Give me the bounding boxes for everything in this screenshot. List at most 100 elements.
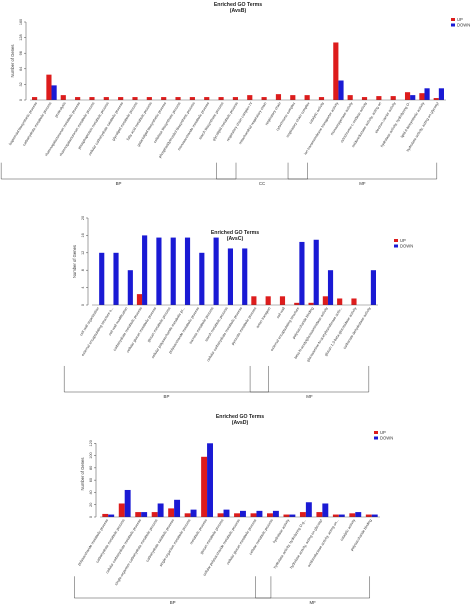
y-tick-label: 40 <box>89 490 93 494</box>
chart-title: Enriched GO Terms <box>214 2 262 8</box>
bar-up <box>218 97 224 100</box>
legend-label-up: UP <box>400 238 406 243</box>
bar-down <box>338 80 344 100</box>
legend-swatch-down <box>451 23 455 27</box>
bar-down <box>338 514 345 517</box>
bar-down <box>207 443 213 517</box>
category-label: cellular glucan metabolic process <box>226 518 258 565</box>
category-label: cell wall <box>276 306 286 319</box>
bar-up <box>75 97 81 100</box>
bar-up <box>404 92 411 100</box>
group-bracket <box>74 576 272 599</box>
y-tick-label: 60 <box>89 478 93 482</box>
category-label: metabolic process <box>189 518 208 545</box>
bar-down <box>424 88 430 100</box>
bar-down <box>199 252 205 305</box>
category-label: respiratory chain complex IV <box>226 101 254 142</box>
group-bracket <box>287 162 438 180</box>
bar-up <box>102 513 109 517</box>
category-label: cytochrome-c oxidase activity <box>340 101 368 143</box>
bar-up <box>146 97 152 100</box>
bar-up <box>433 98 439 100</box>
bar-up <box>132 97 138 100</box>
bar-up <box>265 296 271 305</box>
y-tick-label: 20 <box>89 503 93 507</box>
bar-up <box>308 302 314 305</box>
bar-up <box>46 74 52 100</box>
bar-down <box>305 502 312 517</box>
bar-down <box>124 489 131 517</box>
chart-subtitle: (AvsC) <box>227 236 244 242</box>
category-label: cellulose biosynthetic process <box>153 101 182 144</box>
bar-up <box>151 512 158 517</box>
bar-up <box>322 296 328 305</box>
category-label: glycolipid metabolic process <box>212 101 239 141</box>
chart-subtitle: (AvsB) <box>230 8 247 14</box>
category-label: external encapsulating structure <box>270 306 300 351</box>
bar-up <box>390 96 396 100</box>
bar-down <box>322 503 329 517</box>
bar-up <box>118 503 125 517</box>
bar-down <box>51 85 57 100</box>
bar-down <box>242 248 248 305</box>
bar-down <box>227 248 233 305</box>
bar-up <box>60 95 66 100</box>
bar-up <box>318 97 325 100</box>
category-label: hydrolase activity, acting on glycosyl <box>289 518 323 569</box>
category-label: anion transport <box>255 306 271 328</box>
bar-up <box>168 508 175 517</box>
bar-down <box>99 252 105 305</box>
bar-down <box>184 237 191 305</box>
y-tick-label: 20 <box>81 216 85 220</box>
group-bracket <box>0 162 237 180</box>
group-label: BP <box>116 181 122 186</box>
bar-up <box>161 97 167 100</box>
legend-label-up: UP <box>380 430 386 435</box>
legend-label-down: DOWN <box>380 436 393 441</box>
category-label: fatty acid metabolic process <box>126 101 153 141</box>
category-label: single-organism metabolic process <box>159 518 192 567</box>
category-label: isoprenoid biosynthetic process <box>8 101 38 146</box>
y-axis-label: Number of Genes <box>80 457 85 490</box>
bar-up <box>299 512 306 517</box>
bar-up <box>283 514 290 517</box>
bar-down <box>141 512 148 517</box>
y-tick-label: 16 <box>81 233 85 237</box>
bar-up <box>304 95 310 100</box>
legend-label-down: DOWN <box>400 244 413 249</box>
legend-swatch-up <box>374 431 378 434</box>
bar-up <box>333 42 339 100</box>
chart-title: Enriched GO Terms <box>211 230 259 236</box>
bar-up <box>290 95 296 100</box>
category-label: hydrolase activity <box>272 518 290 544</box>
bar-up <box>232 97 238 100</box>
group-label: CC <box>259 181 265 186</box>
category-label: carbohydrate metabolic process <box>95 518 125 563</box>
bar-up <box>261 97 267 100</box>
bar-down <box>223 509 230 517</box>
bar-up <box>337 298 343 305</box>
legend-swatch-up <box>394 239 398 242</box>
bar-up <box>332 514 339 517</box>
bar-up <box>279 296 286 305</box>
y-tick-label: 8 <box>81 269 85 271</box>
legend-swatch-down <box>394 244 398 248</box>
bar-up <box>247 95 253 100</box>
bar-down <box>113 252 119 305</box>
y-tick-label: 120 <box>89 440 93 446</box>
bar-up <box>136 294 143 305</box>
bar-down <box>355 512 362 517</box>
category-label: pyruvate metabolic process <box>231 306 258 345</box>
category-label: polysaccharide metabolic process <box>77 518 109 566</box>
legend-swatch-up <box>451 18 455 21</box>
group-label: MF <box>309 600 316 605</box>
chart-title: Enriched GO Terms <box>216 414 264 420</box>
bar-down <box>127 270 133 305</box>
bar-down <box>156 237 162 305</box>
bar-down <box>108 514 115 517</box>
y-tick-label: 64 <box>19 67 23 71</box>
y-tick-label: 160 <box>19 19 23 25</box>
y-tick-label: 80 <box>89 466 93 470</box>
category-label: carbohydrate catabolic process <box>145 518 175 562</box>
